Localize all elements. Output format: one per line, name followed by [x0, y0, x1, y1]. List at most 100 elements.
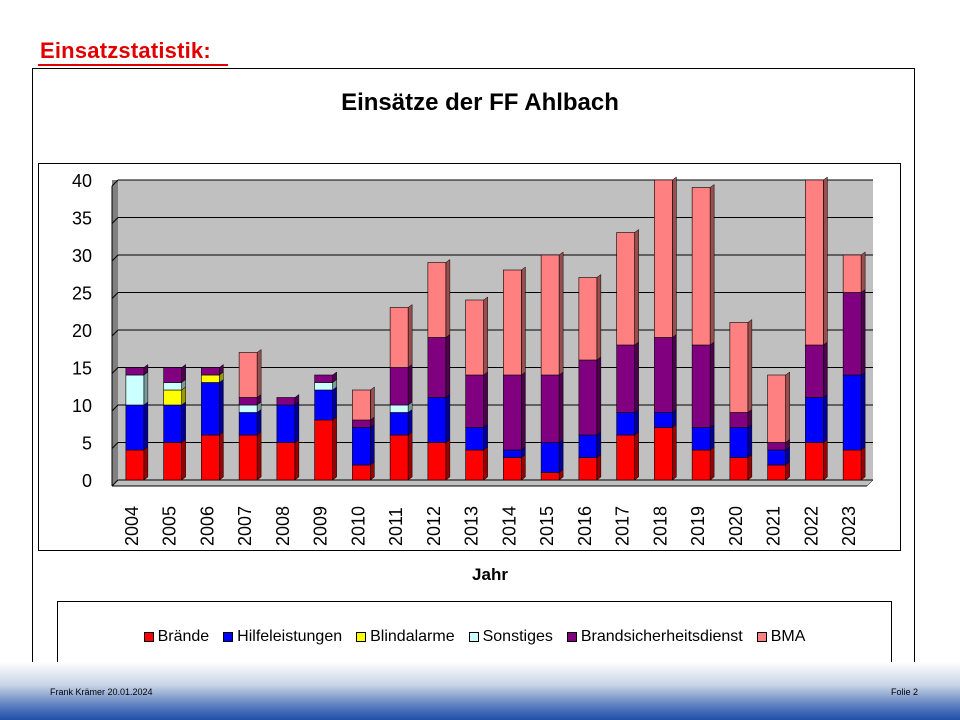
- bar-segment-side: [596, 454, 602, 481]
- bar-segment: [578, 359, 598, 436]
- y-tick-label: 40: [72, 171, 92, 191]
- bar-segment: [654, 412, 673, 428]
- bar-segment: [729, 322, 749, 413]
- x-tick-label: 2011: [386, 507, 406, 546]
- bar-segment-side: [634, 431, 639, 481]
- bar-segment-side: [785, 371, 790, 443]
- x-tick-label: 2009: [311, 506, 331, 546]
- bar-segment: [389, 434, 409, 481]
- bar-segment: [842, 292, 862, 376]
- bar-segment-side: [370, 424, 375, 466]
- bar-segment: [163, 404, 182, 443]
- legend-label: Sonstiges: [482, 628, 553, 645]
- bar-segment: [276, 442, 296, 481]
- x-tick-label: 2020: [726, 506, 746, 546]
- slide-title: Einsatzstatistik:: [40, 38, 211, 63]
- bar-segment: [805, 179, 824, 346]
- bar-segment: [729, 412, 749, 428]
- bar-segment: [691, 187, 711, 346]
- bar-segment: [201, 367, 220, 376]
- x-tick-label: 2019: [688, 506, 708, 546]
- bar-segment: [352, 464, 371, 481]
- legend-item: Hilfeleistungen: [223, 628, 342, 646]
- bar-segment-side: [483, 424, 488, 451]
- bar-segment: [503, 374, 522, 451]
- bar-segment: [767, 449, 786, 466]
- bar-segment: [238, 434, 258, 481]
- bar-segment-side: [181, 364, 186, 383]
- bar-segment-side: [407, 409, 413, 436]
- bar-segment: [729, 427, 749, 458]
- bar-segment-side: [823, 176, 828, 346]
- bar-segment-side: [672, 176, 677, 338]
- bar-segment: [125, 374, 145, 406]
- bar-segment-side: [860, 251, 866, 293]
- bar-segment: [238, 412, 258, 436]
- x-tick-label: 2006: [197, 506, 217, 546]
- y-tick-label: 0: [82, 471, 92, 491]
- bar-segment: [578, 434, 598, 458]
- bar-segment: [163, 442, 182, 481]
- y-tick-label: 25: [72, 284, 92, 304]
- bar-segment-side: [521, 371, 526, 451]
- bar-segment-side: [558, 371, 564, 443]
- bar-segment-side: [483, 446, 488, 481]
- bar-segment: [389, 412, 409, 436]
- x-tick-label: 2010: [348, 506, 368, 546]
- bar-segment: [540, 254, 560, 376]
- bar-segment-side: [256, 409, 262, 436]
- bar-segment: [767, 442, 786, 451]
- bar-segment-side: [256, 431, 262, 481]
- footer-gradient-band: [0, 662, 960, 720]
- y-tick-label: 30: [72, 246, 92, 266]
- bar-segment: [125, 404, 145, 451]
- gridline-side: [111, 442, 119, 449]
- legend-item: BMA: [756, 628, 805, 646]
- gridline-side: [111, 479, 119, 487]
- bar-segment-side: [747, 319, 753, 413]
- bar-segment: [654, 337, 673, 413]
- bar-segment-side: [709, 341, 715, 428]
- bar-segment-side: [672, 424, 677, 481]
- bar-segment: [654, 427, 673, 481]
- bar-segment: [314, 382, 333, 391]
- x-tick-label: 2015: [537, 506, 557, 546]
- bar-segment: [578, 457, 598, 481]
- bar-segment: [465, 427, 484, 451]
- gridline-side: [111, 254, 119, 262]
- x-tick-label: 2004: [122, 506, 142, 546]
- y-tick-label: 10: [72, 396, 92, 416]
- bar-segment-side: [143, 446, 149, 481]
- bar-segment: [842, 254, 862, 293]
- bar-segment: [276, 397, 296, 406]
- bar-segment: [352, 419, 371, 428]
- x-tick-label: 2021: [764, 506, 784, 546]
- bar-segment: [540, 374, 560, 443]
- x-axis-label: Jahr: [472, 565, 508, 584]
- legend-item: Brände: [143, 628, 209, 646]
- bar-segment-side: [747, 424, 753, 458]
- bar-segment-side: [445, 334, 451, 398]
- bar-segment-side: [445, 259, 451, 338]
- bar-segment: [238, 352, 258, 398]
- bar-segment-side: [634, 341, 639, 413]
- bar-segment-side: [407, 364, 413, 406]
- bar-segment: [427, 442, 447, 481]
- bar-segment-side: [823, 439, 828, 481]
- legend-swatch: [223, 632, 234, 642]
- bar-segment-side: [709, 424, 715, 451]
- x-tick-label: 2018: [650, 506, 670, 546]
- bar-segment: [465, 299, 484, 376]
- bar-segment: [125, 367, 145, 376]
- bar-segment-side: [294, 439, 300, 481]
- legend-swatch: [756, 632, 767, 642]
- bar-segment: [201, 374, 220, 383]
- x-tick-label: 2023: [839, 506, 859, 546]
- bar-segment-side: [709, 446, 715, 481]
- bar-segment: [465, 374, 484, 428]
- bar-segment: [691, 344, 711, 428]
- gridline-side: [111, 367, 119, 374]
- legend-item: Sonstiges: [468, 628, 553, 646]
- bar-segment: [503, 457, 522, 481]
